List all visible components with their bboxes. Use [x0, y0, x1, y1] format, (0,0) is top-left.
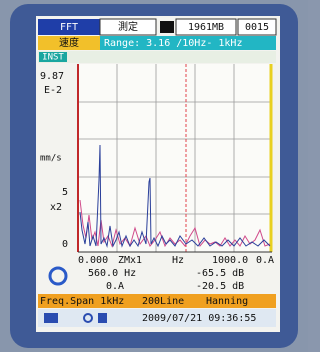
x-unit: Hz: [172, 255, 184, 266]
cursor-level2: -20.5 dB: [196, 281, 244, 292]
x-start: 0.000: [78, 255, 108, 266]
range: Range: 3.16 /10Hz- 1kHz: [104, 38, 242, 49]
y-exp: E-2: [44, 85, 62, 96]
file-number: 0015: [245, 22, 269, 33]
sd-icon: [160, 21, 174, 33]
inst-row: [38, 51, 276, 63]
page: FFT 測定 1961MB 0015 速度 Range: 3.16 /10Hz-…: [0, 0, 308, 352]
cursor-flag: 0.A: [106, 281, 124, 292]
device: FFT 測定 1961MB 0015 速度 Range: 3.16 /10Hz-…: [0, 0, 308, 352]
x-end-flag: 0.A: [256, 255, 274, 266]
lines: 200Line: [142, 296, 184, 307]
copy-icon: [98, 313, 107, 323]
state: 測定: [118, 20, 138, 33]
y-scale: x2: [50, 202, 62, 213]
y-mid: 5: [62, 187, 68, 198]
y-top: 9.87: [40, 71, 64, 82]
plot-area: [78, 64, 272, 252]
cursor-freq: 560.0 Hz: [88, 268, 136, 279]
status-icon: [44, 313, 58, 323]
inst: INST: [42, 53, 64, 63]
mode: FFT: [60, 22, 78, 33]
zoom: ZMx1: [118, 255, 142, 266]
x-end: 1000.0: [212, 255, 248, 266]
quantity: 速度: [59, 36, 79, 49]
y-unit: mm/s: [40, 154, 62, 164]
freq-span: Freq.Span 1kHz: [40, 296, 124, 307]
window: Hanning: [206, 296, 248, 307]
cursor-level: -65.5 dB: [196, 268, 244, 279]
datetime: 2009/07/21 09:36:55: [142, 313, 256, 324]
storage: 1961MB: [188, 22, 224, 33]
y-zero: 0: [62, 239, 68, 250]
